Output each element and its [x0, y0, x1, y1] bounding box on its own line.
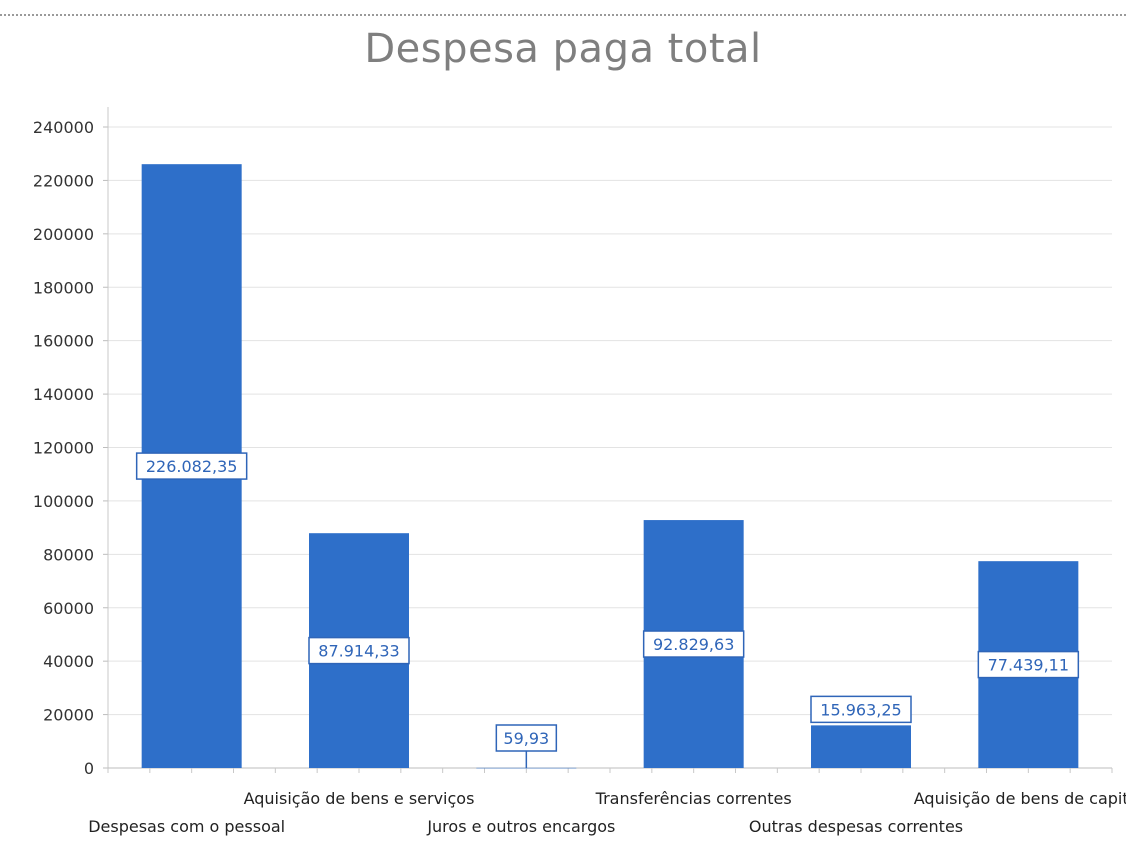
data-label-box [642, 630, 745, 658]
x-category-label: Aquisição de bens de capital [914, 789, 1126, 808]
data-label: 87.914,33 [308, 636, 410, 665]
data-label: 226.082,35 [135, 452, 248, 480]
data-label: 15.963,25 [810, 695, 912, 724]
data-label-text: 92.829,63 [653, 635, 734, 654]
data-label: 59,93 [495, 724, 558, 752]
y-tick-label: 240000 [33, 118, 94, 137]
y-tick-label: 0 [84, 759, 94, 778]
y-tick-label: 80000 [43, 545, 94, 564]
y-tick-label: 60000 [43, 599, 94, 618]
data-label-text: 226.082,35 [146, 457, 238, 476]
data-label-box [308, 636, 410, 665]
y-tick-label: 40000 [43, 652, 94, 671]
bar-3 [476, 767, 577, 769]
data-label: 77.439,11 [977, 650, 1080, 679]
top-divider [0, 14, 1126, 16]
data-label-text: 59,93 [503, 729, 549, 748]
y-tick-label: 120000 [33, 439, 94, 458]
y-tick-label: 140000 [33, 385, 94, 404]
y-tick-label: 220000 [33, 171, 94, 190]
y-tick-label: 160000 [33, 332, 94, 351]
x-category-label: Transferências correntes [595, 789, 792, 808]
data-label-text: 77.439,11 [988, 656, 1069, 675]
x-category-label: Outras despesas correntes [749, 817, 963, 836]
chart-title: Despesa paga total [364, 26, 762, 72]
y-tick-label: 100000 [33, 492, 94, 511]
y-tick-label: 20000 [43, 706, 94, 725]
data-label: 92.829,63 [642, 630, 745, 658]
x-category-label: Despesas com o pessoal [88, 817, 285, 836]
x-category-label: Aquisição de bens e serviços [244, 789, 475, 808]
data-label-box [135, 452, 248, 480]
bar-5 [811, 725, 911, 768]
y-tick-label: 180000 [33, 278, 94, 297]
data-label-text: 87.914,33 [318, 642, 399, 661]
data-label-text: 15.963,25 [820, 700, 901, 719]
y-tick-label: 200000 [33, 225, 94, 244]
x-category-label: Juros e outros encargos [426, 817, 615, 836]
data-label-box [977, 650, 1080, 679]
data-label-box [810, 695, 912, 724]
